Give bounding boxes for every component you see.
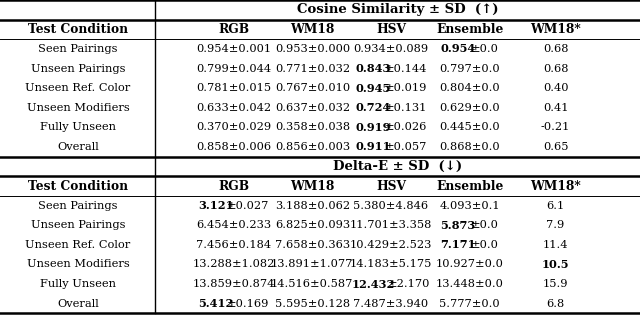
Text: 0.358±0.038: 0.358±0.038 (275, 122, 350, 132)
Text: Unseen Pairings: Unseen Pairings (31, 64, 125, 74)
Text: 0.799±0.044: 0.799±0.044 (196, 64, 271, 74)
Text: 0.804±0.0: 0.804±0.0 (440, 83, 500, 93)
Text: 5.873: 5.873 (440, 220, 476, 231)
Text: ±2.170: ±2.170 (388, 279, 430, 289)
Text: 5.595±0.128: 5.595±0.128 (275, 299, 350, 309)
Text: 13.288±1.082: 13.288±1.082 (193, 259, 275, 269)
Text: 15.9: 15.9 (543, 279, 568, 289)
Text: 0.954: 0.954 (440, 44, 476, 55)
Text: 0.934±0.089: 0.934±0.089 (353, 44, 429, 54)
Text: 0.637±0.032: 0.637±0.032 (275, 103, 350, 113)
Text: 14.516±0.587: 14.516±0.587 (271, 279, 353, 289)
Text: 13.448±0.0: 13.448±0.0 (436, 279, 504, 289)
Text: 0.633±0.042: 0.633±0.042 (196, 103, 271, 113)
Text: Seen Pairings: Seen Pairings (38, 201, 118, 211)
Text: 7.9: 7.9 (547, 220, 564, 230)
Text: 3.121: 3.121 (198, 200, 234, 211)
Text: 0.843: 0.843 (356, 63, 391, 74)
Text: 6.454±0.233: 6.454±0.233 (196, 220, 271, 230)
Text: 0.781±0.015: 0.781±0.015 (196, 83, 271, 93)
Text: ±0.026: ±0.026 (385, 122, 427, 132)
Text: 12.432: 12.432 (351, 278, 395, 289)
Text: 0.954±0.001: 0.954±0.001 (196, 44, 271, 54)
Text: 0.953±0.000: 0.953±0.000 (275, 44, 350, 54)
Text: Test Condition: Test Condition (28, 179, 128, 192)
Text: 7.456±0.184: 7.456±0.184 (196, 240, 271, 250)
Text: 0.445±0.0: 0.445±0.0 (440, 122, 500, 132)
Text: Cosine Similarity ± SD  (↑): Cosine Similarity ± SD (↑) (297, 3, 498, 16)
Text: 0.767±0.010: 0.767±0.010 (275, 83, 350, 93)
Text: -0.21: -0.21 (541, 122, 570, 132)
Text: ±0.057: ±0.057 (385, 142, 427, 152)
Text: 7.658±0.363: 7.658±0.363 (275, 240, 350, 250)
Text: Test Condition: Test Condition (28, 23, 128, 36)
Text: 0.68: 0.68 (543, 44, 568, 54)
Text: 0.797±0.0: 0.797±0.0 (440, 64, 500, 74)
Text: Ensemble: Ensemble (436, 23, 504, 36)
Text: ±0.0: ±0.0 (470, 220, 499, 230)
Text: 6.825±0.093: 6.825±0.093 (275, 220, 350, 230)
Text: 14.183±5.175: 14.183±5.175 (350, 259, 432, 269)
Text: RGB: RGB (218, 179, 249, 192)
Text: 0.65: 0.65 (543, 142, 568, 152)
Text: Delta-E ± SD  (↓): Delta-E ± SD (↓) (333, 160, 462, 173)
Text: Unseen Modifiers: Unseen Modifiers (27, 259, 129, 269)
Text: Seen Pairings: Seen Pairings (38, 44, 118, 54)
Text: 11.4: 11.4 (543, 240, 568, 250)
Text: 3.188±0.062: 3.188±0.062 (275, 201, 350, 211)
Text: 0.629±0.0: 0.629±0.0 (440, 103, 500, 113)
Text: HSV: HSV (376, 179, 406, 192)
Text: Overall: Overall (57, 299, 99, 309)
Text: Unseen Ref. Color: Unseen Ref. Color (26, 240, 131, 250)
Text: 0.945: 0.945 (356, 83, 391, 94)
Text: ±0.0: ±0.0 (470, 240, 499, 250)
Text: 0.724: 0.724 (356, 102, 391, 113)
Text: 4.093±0.1: 4.093±0.1 (440, 201, 500, 211)
Text: 5.380±4.846: 5.380±4.846 (353, 201, 429, 211)
Text: 0.771±0.032: 0.771±0.032 (275, 64, 350, 74)
Text: Ensemble: Ensemble (436, 179, 504, 192)
Text: 11.701±3.358: 11.701±3.358 (350, 220, 432, 230)
Text: ±0.144: ±0.144 (385, 64, 427, 74)
Text: 0.856±0.003: 0.856±0.003 (275, 142, 350, 152)
Text: Unseen Ref. Color: Unseen Ref. Color (26, 83, 131, 93)
Text: 5.412: 5.412 (198, 298, 234, 309)
Text: ±0.027: ±0.027 (227, 201, 269, 211)
Text: ±0.0: ±0.0 (470, 44, 499, 54)
Text: Fully Unseen: Fully Unseen (40, 279, 116, 289)
Text: 10.927±0.0: 10.927±0.0 (436, 259, 504, 269)
Text: 7.171: 7.171 (440, 239, 476, 250)
Text: 0.858±0.006: 0.858±0.006 (196, 142, 271, 152)
Text: WM18: WM18 (290, 23, 335, 36)
Text: 13.891±1.077: 13.891±1.077 (271, 259, 353, 269)
Text: Overall: Overall (57, 142, 99, 152)
Text: 7.487±3.940: 7.487±3.940 (353, 299, 429, 309)
Text: 6.1: 6.1 (547, 201, 564, 211)
Text: 5.777±0.0: 5.777±0.0 (440, 299, 500, 309)
Text: RGB: RGB (218, 23, 249, 36)
Text: 0.911: 0.911 (355, 142, 391, 153)
Text: 10.429±2.523: 10.429±2.523 (350, 240, 432, 250)
Text: WM18*: WM18* (530, 23, 581, 36)
Text: 0.868±0.0: 0.868±0.0 (440, 142, 500, 152)
Text: 0.919: 0.919 (356, 122, 391, 133)
Text: ±0.169: ±0.169 (227, 299, 269, 309)
Text: HSV: HSV (376, 23, 406, 36)
Text: 0.68: 0.68 (543, 64, 568, 74)
Text: Fully Unseen: Fully Unseen (40, 122, 116, 132)
Text: ±0.131: ±0.131 (385, 103, 427, 113)
Text: ±0.019: ±0.019 (385, 83, 427, 93)
Text: Unseen Pairings: Unseen Pairings (31, 220, 125, 230)
Text: 0.370±0.029: 0.370±0.029 (196, 122, 271, 132)
Text: 0.41: 0.41 (543, 103, 568, 113)
Text: WM18: WM18 (290, 179, 335, 192)
Text: WM18*: WM18* (530, 179, 581, 192)
Text: 10.5: 10.5 (542, 259, 569, 270)
Text: 6.8: 6.8 (547, 299, 564, 309)
Text: Unseen Modifiers: Unseen Modifiers (27, 103, 129, 113)
Text: 13.859±0.874: 13.859±0.874 (193, 279, 275, 289)
Text: 0.40: 0.40 (543, 83, 568, 93)
